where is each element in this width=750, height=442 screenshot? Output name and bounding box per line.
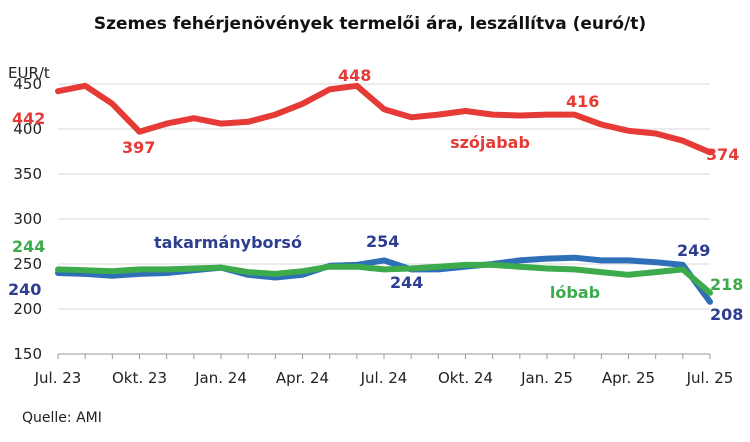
series-line-0	[55, 82, 713, 156]
source-note: Quelle: AMI	[22, 410, 102, 426]
series-line-1	[55, 261, 713, 296]
data-label: 208	[710, 305, 743, 324]
data-label: 244	[390, 273, 423, 292]
data-label: 448	[338, 66, 371, 85]
y-tick-label: 450	[13, 75, 42, 93]
y-tick-label: 250	[13, 255, 42, 273]
x-tick-label: Jul. 23	[34, 369, 82, 387]
series-label: szójabab	[450, 133, 530, 152]
chart-title: Szemes fehérjenövények termelői ára, les…	[93, 14, 647, 34]
x-axis: Jul. 23 Okt. 23 Jan. 24 Apr. 24 Jul. 24 Okt. …	[34, 353, 734, 387]
series-label: lóbab	[550, 283, 600, 302]
y-tick-label: 300	[13, 210, 42, 228]
x-tick-label: Jul. 25	[686, 369, 734, 387]
data-label: 244	[12, 237, 45, 256]
y-axis-label: EUR/t	[8, 64, 50, 82]
x-tick-label: Apr. 24	[276, 369, 329, 387]
x-tick-label: Jan. 24	[194, 369, 247, 387]
data-label: 254	[366, 232, 399, 251]
data-label: 240	[8, 280, 41, 299]
data-label: 374	[706, 145, 739, 164]
data-label: 397	[122, 138, 155, 157]
x-tick-label: Apr. 25	[602, 369, 655, 387]
data-label: 442	[12, 109, 45, 128]
data-label: 249	[677, 241, 710, 260]
y-tick-label: 400	[13, 120, 42, 138]
data-label: 416	[566, 92, 599, 111]
series-lines	[55, 82, 713, 305]
y-tick-label: 200	[13, 300, 42, 318]
series-line-2	[55, 254, 713, 305]
x-tick-label: Okt. 24	[438, 369, 493, 387]
x-tick-label: Okt. 23	[112, 369, 167, 387]
x-tick-label: Jul. 24	[360, 369, 408, 387]
y-tick-label: 150	[13, 345, 42, 363]
series-label: takarmányborsó	[154, 233, 302, 252]
data-label: 218	[710, 275, 743, 294]
x-tick-label: Jan. 25	[520, 369, 573, 387]
annotations: szójabab takarmányborsó lóbab 442 397 448 416 3…	[8, 66, 743, 324]
y-tick-label: 350	[13, 165, 42, 183]
